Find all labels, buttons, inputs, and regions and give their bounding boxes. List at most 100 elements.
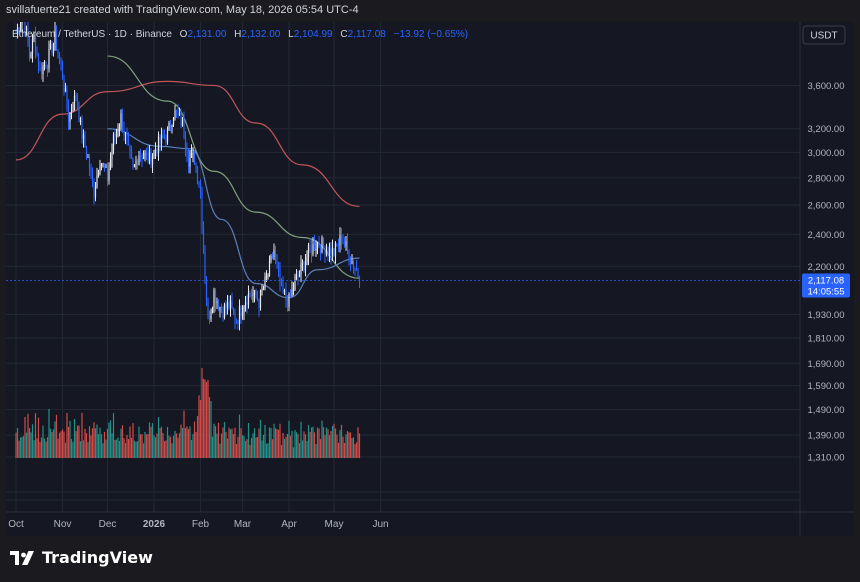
candle-body [349,261,352,264]
volume-bar [213,423,215,458]
volume-bar [15,432,17,458]
volume-bar [121,425,124,458]
countdown-label: 14:05:55 [808,286,845,297]
candle-body [231,301,233,308]
volume-bar [141,434,143,458]
candle-body [31,39,34,54]
candle-body [351,261,353,264]
close-value: 2,117.08 [348,29,387,40]
candle-body [241,312,244,316]
volume-bar [313,432,316,458]
candle-body [213,290,215,308]
candle-body [193,152,196,165]
candle-body [345,241,347,246]
volume-bar [81,412,83,458]
volume-bar [195,431,197,458]
x-tick-label: Nov [54,519,72,530]
volume-bar [292,447,295,458]
volume-bar [25,432,28,458]
volume-bar [82,440,85,458]
volume-bar [147,433,149,458]
currency-badge[interactable]: USDT [802,25,846,45]
y-tick-label: 3,200.00 [808,124,845,135]
candle-body [82,134,85,139]
moving-averages [15,55,360,299]
volume-bar [279,423,281,458]
volume-bar [127,439,130,458]
candle-body [289,293,292,297]
y-tick-label: 2,800.00 [808,173,845,184]
y-tick-label: 2,400.00 [808,230,845,241]
volume-bar [309,432,311,458]
candlestick-chart[interactable]: 3,600.00 3,200.00 3,000.00 2,800.00 2,600.00… [6,22,854,536]
last-price-tag [802,273,850,298]
candle-body [330,247,332,256]
candle-body [70,111,73,113]
candle-body [18,27,20,32]
volume-bar [217,422,220,458]
volume-bar [117,437,119,458]
volume-bar [220,433,223,458]
volume-bar [124,443,127,458]
volume-bar [358,433,361,458]
candle-body [96,175,98,188]
volume-bar [73,418,76,458]
candle-body [27,27,29,44]
candle-body [268,260,271,276]
volume-bar [133,440,136,458]
volume-bar [226,438,229,458]
tradingview-logo[interactable]: TradingView [10,548,153,567]
volume-bar [19,437,22,458]
candle-body [358,278,361,281]
candle-body [78,107,80,123]
volume-bar [349,432,352,458]
volume-bar [187,429,190,458]
volume-bar [37,417,40,458]
chart-attribution: svillafuerte21 created with TradingView.… [6,4,359,16]
volume-bar [247,422,250,458]
volume-bar [22,435,25,458]
candle-body [171,125,173,128]
candle-body [135,160,137,165]
candle-body [228,302,230,308]
volume-bar [24,416,26,458]
candle-body [163,138,166,140]
volume-bar [169,436,172,458]
volume-bar [199,400,202,458]
volume-bar [207,380,209,458]
candle-body [280,283,283,285]
volume-bar [118,441,121,458]
volume-bar [91,428,94,458]
volume-bar [238,414,241,458]
candle-body [43,64,46,66]
volume-bar [70,439,73,458]
candle-body [160,135,163,144]
candle-body [42,65,44,75]
moving-average-slow [15,80,360,208]
candle-body [210,311,212,320]
volume-bar [234,427,236,458]
volume-bar [165,440,167,458]
tradingview-brand-text: TradingView [42,548,153,567]
y-tick-label: 2,600.00 [808,201,845,212]
volume-bar [295,432,298,458]
volume-bar [30,432,32,458]
x-tick-label: May [325,519,344,530]
candle-body [183,117,185,138]
volume-bar [136,441,139,458]
volume-bar [129,426,131,458]
candle-body [201,191,203,228]
candle-body [226,302,229,309]
candle-body [340,235,343,243]
time-axis: Oct Nov Dec 2026 Feb Mar Apr May Jun [8,519,388,530]
volume-bar [244,440,247,458]
volume-bar [90,435,92,458]
x-tick-label: Apr [281,519,297,530]
candle-body [234,311,236,322]
chart-frame[interactable]: 3,600.00 3,200.00 3,000.00 2,800.00 2,600.00… [6,22,854,536]
candle-body [144,152,146,157]
volume-bar [42,425,44,458]
candle-body [261,289,263,291]
candle-body [67,107,70,122]
volume-bar [184,428,187,458]
